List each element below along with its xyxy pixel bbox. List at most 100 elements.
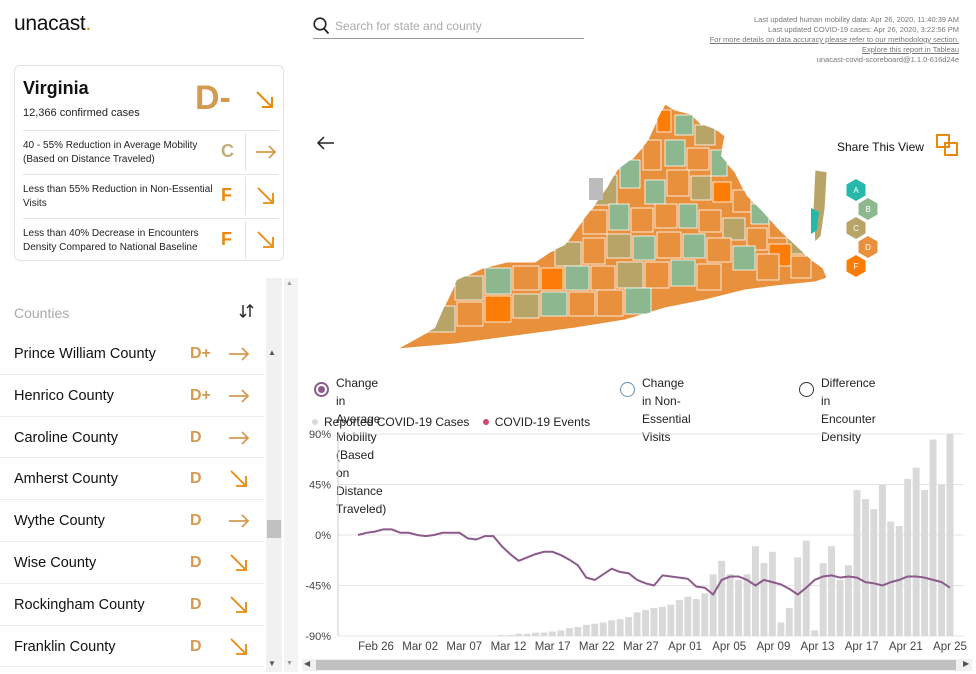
sort-icon[interactable]	[238, 302, 256, 320]
scroll-left-icon[interactable]: ◀	[304, 659, 311, 668]
cases-bar[interactable]	[608, 620, 616, 636]
grade-hex-label: D	[865, 243, 871, 252]
county-grade: D	[190, 428, 202, 446]
county-row[interactable]: Prince William County D+	[0, 333, 264, 375]
x-tick-label: Mar 12	[491, 641, 527, 653]
cases-bar[interactable]	[642, 610, 649, 636]
share-view-label[interactable]: Share This View	[837, 140, 924, 154]
cases-bar[interactable]	[532, 632, 539, 636]
scroll-down-icon[interactable]: ▼	[268, 659, 276, 668]
cases-bar[interactable]	[828, 546, 835, 636]
radio-unselected[interactable]	[620, 382, 635, 397]
panel-scroll-down-icon[interactable]: ▼	[286, 660, 293, 667]
cases-bar[interactable]	[667, 604, 675, 636]
cases-bar[interactable]	[616, 619, 624, 636]
cases-bar[interactable]	[938, 484, 945, 637]
eastern-shore-county-a	[811, 208, 819, 234]
cases-bar[interactable]	[684, 596, 692, 636]
radio-unselected[interactable]	[799, 382, 814, 397]
cases-bar[interactable]	[887, 521, 895, 637]
cases-bar[interactable]	[591, 623, 599, 636]
cases-bar[interactable]	[574, 627, 582, 636]
cases-bar[interactable]	[540, 632, 548, 636]
cases-bar[interactable]	[735, 579, 742, 636]
cases-bar[interactable]	[515, 633, 523, 636]
cases-bar[interactable]	[768, 551, 776, 636]
cases-bar[interactable]	[675, 600, 683, 636]
cases-bar[interactable]	[498, 634, 506, 636]
scroll-right-icon[interactable]: ▶	[963, 659, 970, 668]
chart-scroll-thumb[interactable]	[316, 660, 956, 670]
cases-bar[interactable]	[819, 563, 827, 636]
mobility-line[interactable]	[357, 528, 951, 597]
metric-nonessential-visits[interactable]: Less than 55% Reduction in Non-Essential…	[23, 174, 279, 217]
cases-bar[interactable]	[878, 484, 886, 637]
cases-bar[interactable]	[692, 599, 700, 636]
unacast-logo[interactable]: unacast.	[14, 12, 91, 36]
cases-bar[interactable]	[633, 612, 641, 636]
cases-bar[interactable]	[895, 526, 903, 636]
cases-bar[interactable]	[659, 606, 666, 636]
panel-scroll-up-icon[interactable]: ▲	[286, 280, 293, 287]
county-name: Wise County	[14, 554, 97, 571]
state-summary-card: Virginia 12,366 confirmed cases D- 40 - …	[14, 65, 284, 261]
panel-scrollbar[interactable]	[284, 278, 298, 672]
cases-bar[interactable]	[912, 467, 920, 636]
virginia-county-map[interactable]	[395, 100, 835, 350]
cases-bar[interactable]	[557, 630, 565, 636]
grade-hex-c	[846, 217, 866, 239]
cases-bar[interactable]	[625, 616, 633, 636]
y-tick-label: 45%	[309, 480, 331, 492]
cases-bar[interactable]	[718, 560, 726, 636]
county-row[interactable]: Franklin County D	[0, 626, 264, 668]
share-icon[interactable]	[936, 134, 958, 156]
metric-encounter-density[interactable]: Less than 40% Decrease in Encounters Den…	[23, 218, 279, 261]
cases-bar[interactable]	[701, 593, 709, 636]
cases-bar[interactable]	[566, 628, 573, 636]
cases-bar[interactable]	[760, 563, 768, 636]
cases-bar[interactable]	[726, 574, 734, 636]
methodology-link[interactable]: For more details on data accuracy please…	[709, 35, 959, 44]
county-row[interactable]: Rockingham County D	[0, 584, 264, 626]
cases-bar[interactable]	[785, 607, 793, 636]
search-icon[interactable]	[313, 17, 330, 35]
mobility-chart[interactable]: 90% 45% 0% -45% -90% Feb 26 Mar 02 Mar 07 Mar 12…	[300, 426, 976, 658]
county-row[interactable]: Henrico County D+	[0, 375, 264, 417]
county-list-scroll-thumb[interactable]	[267, 520, 281, 538]
cases-bar[interactable]	[752, 546, 759, 636]
x-tick-label: Mar 02	[402, 641, 438, 653]
cases-bar[interactable]	[836, 579, 844, 636]
back-arrow-icon[interactable]	[316, 134, 336, 152]
cases-bar[interactable]	[845, 565, 852, 636]
radio-selected[interactable]	[314, 382, 329, 397]
county-list-scrollbar[interactable]	[266, 278, 282, 672]
search-input[interactable]	[335, 17, 580, 35]
scroll-up-icon[interactable]: ▲	[268, 348, 276, 357]
county-row[interactable]: Caroline County D	[0, 417, 264, 459]
cases-bar[interactable]	[523, 633, 531, 636]
cases-bar[interactable]	[794, 557, 802, 636]
cases-bar[interactable]	[870, 509, 878, 636]
cases-bar[interactable]	[506, 634, 514, 636]
cases-bar[interactable]	[709, 574, 717, 636]
arrow-down-right-icon	[256, 91, 273, 108]
cases-bar[interactable]	[650, 607, 658, 636]
metric-mobility[interactable]: 40 - 55% Reduction in Average Mobility (…	[23, 130, 279, 173]
cases-bar[interactable]	[811, 630, 819, 636]
cases-bar[interactable]	[743, 574, 751, 636]
county-row[interactable]: Wythe County D	[0, 500, 264, 542]
update-info: Last updated human mobility data: Apr 26…	[710, 15, 959, 65]
county-row[interactable]: Amherst County D	[0, 458, 264, 501]
county-row[interactable]: Wise County D	[0, 542, 264, 584]
cases-bar[interactable]	[549, 631, 556, 637]
cases-bar[interactable]	[582, 624, 590, 636]
cases-bar[interactable]	[862, 499, 869, 636]
cases-bar[interactable]	[904, 478, 912, 636]
cases-bar[interactable]	[777, 622, 785, 637]
tableau-link[interactable]: Explore this report in Tableau	[861, 45, 959, 54]
cases-bar[interactable]	[599, 622, 607, 637]
cases-bar[interactable]	[929, 439, 937, 636]
cases-bar[interactable]	[853, 490, 861, 636]
cases-bar[interactable]	[921, 490, 929, 636]
cases-bar[interactable]	[946, 434, 954, 636]
